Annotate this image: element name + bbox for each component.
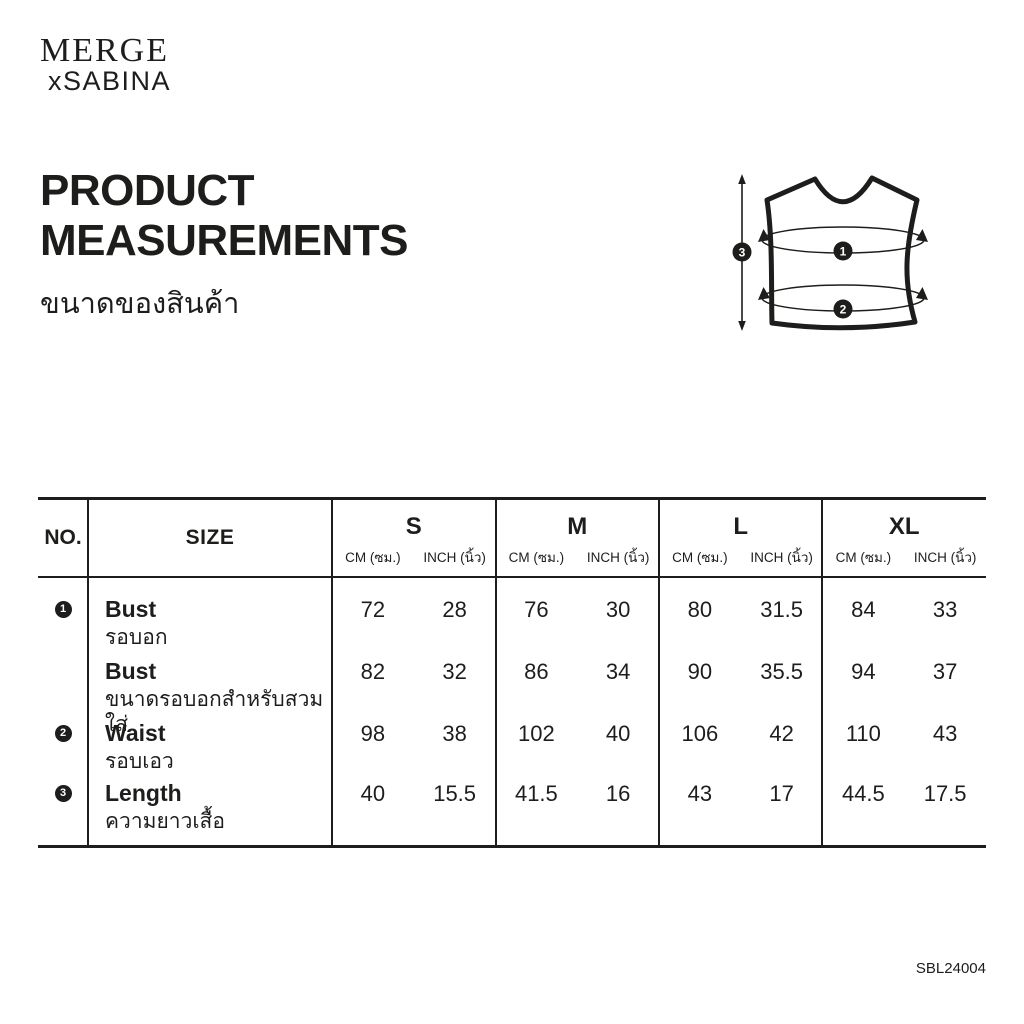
marker-length-number: 3 bbox=[739, 246, 746, 260]
row-label-en: Bust bbox=[105, 658, 157, 684]
marker-waist: 2 bbox=[833, 299, 853, 319]
row-label-th: รอบอก bbox=[105, 626, 168, 649]
value-s-inch: 28 bbox=[442, 597, 467, 622]
unit-inch-label: INCH (นิ้ว) bbox=[913, 549, 977, 565]
table-row-2-label: Bust ขนาดรอบอกสำหรับสวมใส่ bbox=[88, 658, 332, 736]
value-l-inch: 31.5 bbox=[760, 597, 804, 622]
marker-waist-number: 2 bbox=[840, 303, 847, 317]
column-line-1 bbox=[87, 500, 89, 845]
row-label-th: ความยาวเสื้อ bbox=[105, 810, 225, 833]
table-row-2-marker bbox=[38, 658, 88, 720]
row-number-badge: 1 bbox=[54, 601, 72, 618]
value-s-inch: 15.5 bbox=[433, 781, 477, 806]
unit-cm-label: CM (ซม.) bbox=[672, 549, 728, 565]
header-separator-line bbox=[38, 576, 986, 578]
row-label-en: Length bbox=[105, 780, 182, 806]
column-header-size: SIZE bbox=[185, 526, 235, 549]
column-line-5 bbox=[821, 500, 823, 845]
unit-inch-label: INCH (นิ้ว) bbox=[586, 549, 650, 565]
value-s-inch: 32 bbox=[442, 659, 467, 684]
unit-cm-label: CM (ซม.) bbox=[345, 549, 401, 565]
column-header-size-xl: XL CM (ซม.) INCH (นิ้ว) bbox=[823, 500, 987, 576]
size-letter-xl: XL bbox=[888, 512, 920, 540]
value-xl-cm: 110 bbox=[845, 721, 881, 746]
value-m-inch: 40 bbox=[605, 721, 631, 746]
value-m-inch: 34 bbox=[605, 659, 631, 684]
column-header-no: NO. bbox=[44, 526, 82, 549]
product-code: SBL24004 bbox=[915, 960, 986, 977]
value-m-cm: 41.5 bbox=[514, 781, 558, 806]
value-m-cm: 86 bbox=[524, 659, 549, 684]
value-l-inch: 35.5 bbox=[760, 659, 804, 684]
value-m-cm: 102 bbox=[518, 721, 555, 746]
value-xl-inch: 33 bbox=[932, 597, 958, 622]
brand-logo: MERGE xSABINA bbox=[40, 32, 172, 97]
row-label-en: Bust bbox=[105, 596, 157, 622]
value-xl-inch: 43 bbox=[932, 721, 958, 746]
value-xl-cm: 84 bbox=[851, 597, 876, 622]
value-l-cm: 106 bbox=[681, 721, 719, 746]
page-subtitle-thai: ขนาดของสินค้า bbox=[40, 288, 240, 320]
value-l-cm: 43 bbox=[687, 781, 713, 806]
table-row-3-label: Waist รอบเอว bbox=[88, 720, 332, 780]
page-title-line2: MEASUREMENTS bbox=[40, 216, 409, 265]
row-label-en: Waist bbox=[105, 720, 166, 746]
brand-logo-merge: MERGE bbox=[40, 32, 169, 69]
size-letter-l: L bbox=[733, 512, 749, 540]
column-header-size-s: S CM (ซม.) INCH (นิ้ว) bbox=[332, 500, 496, 576]
value-xl-cm: 44.5 bbox=[841, 781, 885, 806]
table-row-1-label: Bust รอบอก bbox=[88, 596, 332, 658]
value-xl-inch: 17.5 bbox=[923, 781, 967, 806]
value-m-inch: 16 bbox=[605, 781, 631, 806]
row-number-badge: 3 bbox=[54, 785, 72, 802]
column-line-4 bbox=[658, 500, 660, 845]
header-gap bbox=[38, 576, 986, 596]
table-row-3-marker: 2 bbox=[38, 720, 88, 780]
brand-logo-sabina: xSABINA bbox=[48, 66, 172, 96]
table-row-4-label: Length ความยาวเสื้อ bbox=[88, 780, 332, 845]
marker-bust-number: 1 bbox=[840, 245, 847, 259]
value-l-cm: 90 bbox=[687, 659, 713, 684]
unit-inch-label: INCH (นิ้ว) bbox=[750, 549, 813, 565]
value-l-inch: 17 bbox=[769, 781, 794, 806]
value-s-inch: 38 bbox=[442, 721, 467, 746]
value-m-cm: 76 bbox=[524, 597, 549, 622]
marker-bust: 1 bbox=[833, 241, 853, 261]
value-l-inch: 42 bbox=[769, 721, 794, 746]
row-label-th: รอบเอว bbox=[105, 750, 174, 773]
column-line-2 bbox=[331, 500, 333, 845]
marker-length: 3 bbox=[732, 242, 752, 262]
garment-diagram: 1 2 3 bbox=[732, 174, 928, 331]
unit-cm-label: CM (ซม.) bbox=[835, 549, 892, 565]
column-header-size-m: M CM (ซม.) INCH (นิ้ว) bbox=[496, 500, 660, 576]
value-xl-inch: 37 bbox=[932, 659, 958, 684]
value-s-cm: 72 bbox=[360, 597, 386, 622]
page-title-line1: PRODUCT bbox=[40, 166, 255, 215]
table-row-4-marker: 3 bbox=[38, 780, 88, 845]
value-s-cm: 82 bbox=[360, 659, 386, 684]
column-header-size-l: L CM (ซม.) INCH (นิ้ว) bbox=[659, 500, 823, 576]
title-block: PRODUCT MEASUREMENTS ขนาดของสินค้า bbox=[40, 166, 409, 326]
value-m-inch: 30 bbox=[605, 597, 631, 622]
unit-inch-label: INCH (นิ้ว) bbox=[423, 549, 486, 565]
column-line-3 bbox=[495, 500, 497, 845]
size-letter-m: M bbox=[567, 512, 588, 540]
row-label-th: ขนาดรอบอกสำหรับสวมใส่ bbox=[105, 688, 324, 736]
value-s-cm: 40 bbox=[360, 781, 386, 806]
table-row-1-marker: 1 bbox=[38, 596, 88, 658]
row-number-badge: 2 bbox=[54, 725, 72, 742]
value-xl-cm: 94 bbox=[851, 659, 876, 684]
measurement-table: NO. SIZE S CM (ซม.) INCH (นิ้ว) M CM (ซม… bbox=[38, 497, 986, 848]
unit-cm-label: CM (ซม.) bbox=[508, 549, 565, 565]
value-l-cm: 80 bbox=[687, 597, 713, 622]
size-letter-s: S bbox=[405, 512, 422, 540]
value-s-cm: 98 bbox=[360, 721, 386, 746]
